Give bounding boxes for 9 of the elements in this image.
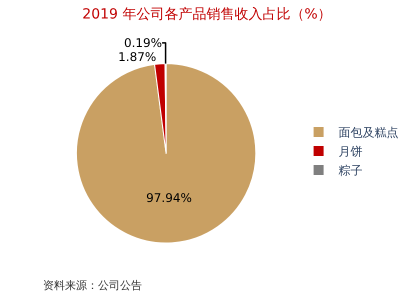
legend-label: 月饼: [338, 144, 363, 159]
data-label: 0.19%: [124, 36, 162, 50]
chart-title: 2019 年公司各产品销售收入占比（%）: [82, 6, 332, 23]
text: 资料来源：公司公告: [43, 279, 142, 292]
legend-label: 粽子: [338, 164, 363, 178]
legend-label: 面包及糕点: [338, 126, 399, 140]
pie-slice: [76, 63, 256, 244]
data-label: 1.87%: [118, 50, 156, 64]
data-label: 97.94%: [146, 191, 192, 206]
